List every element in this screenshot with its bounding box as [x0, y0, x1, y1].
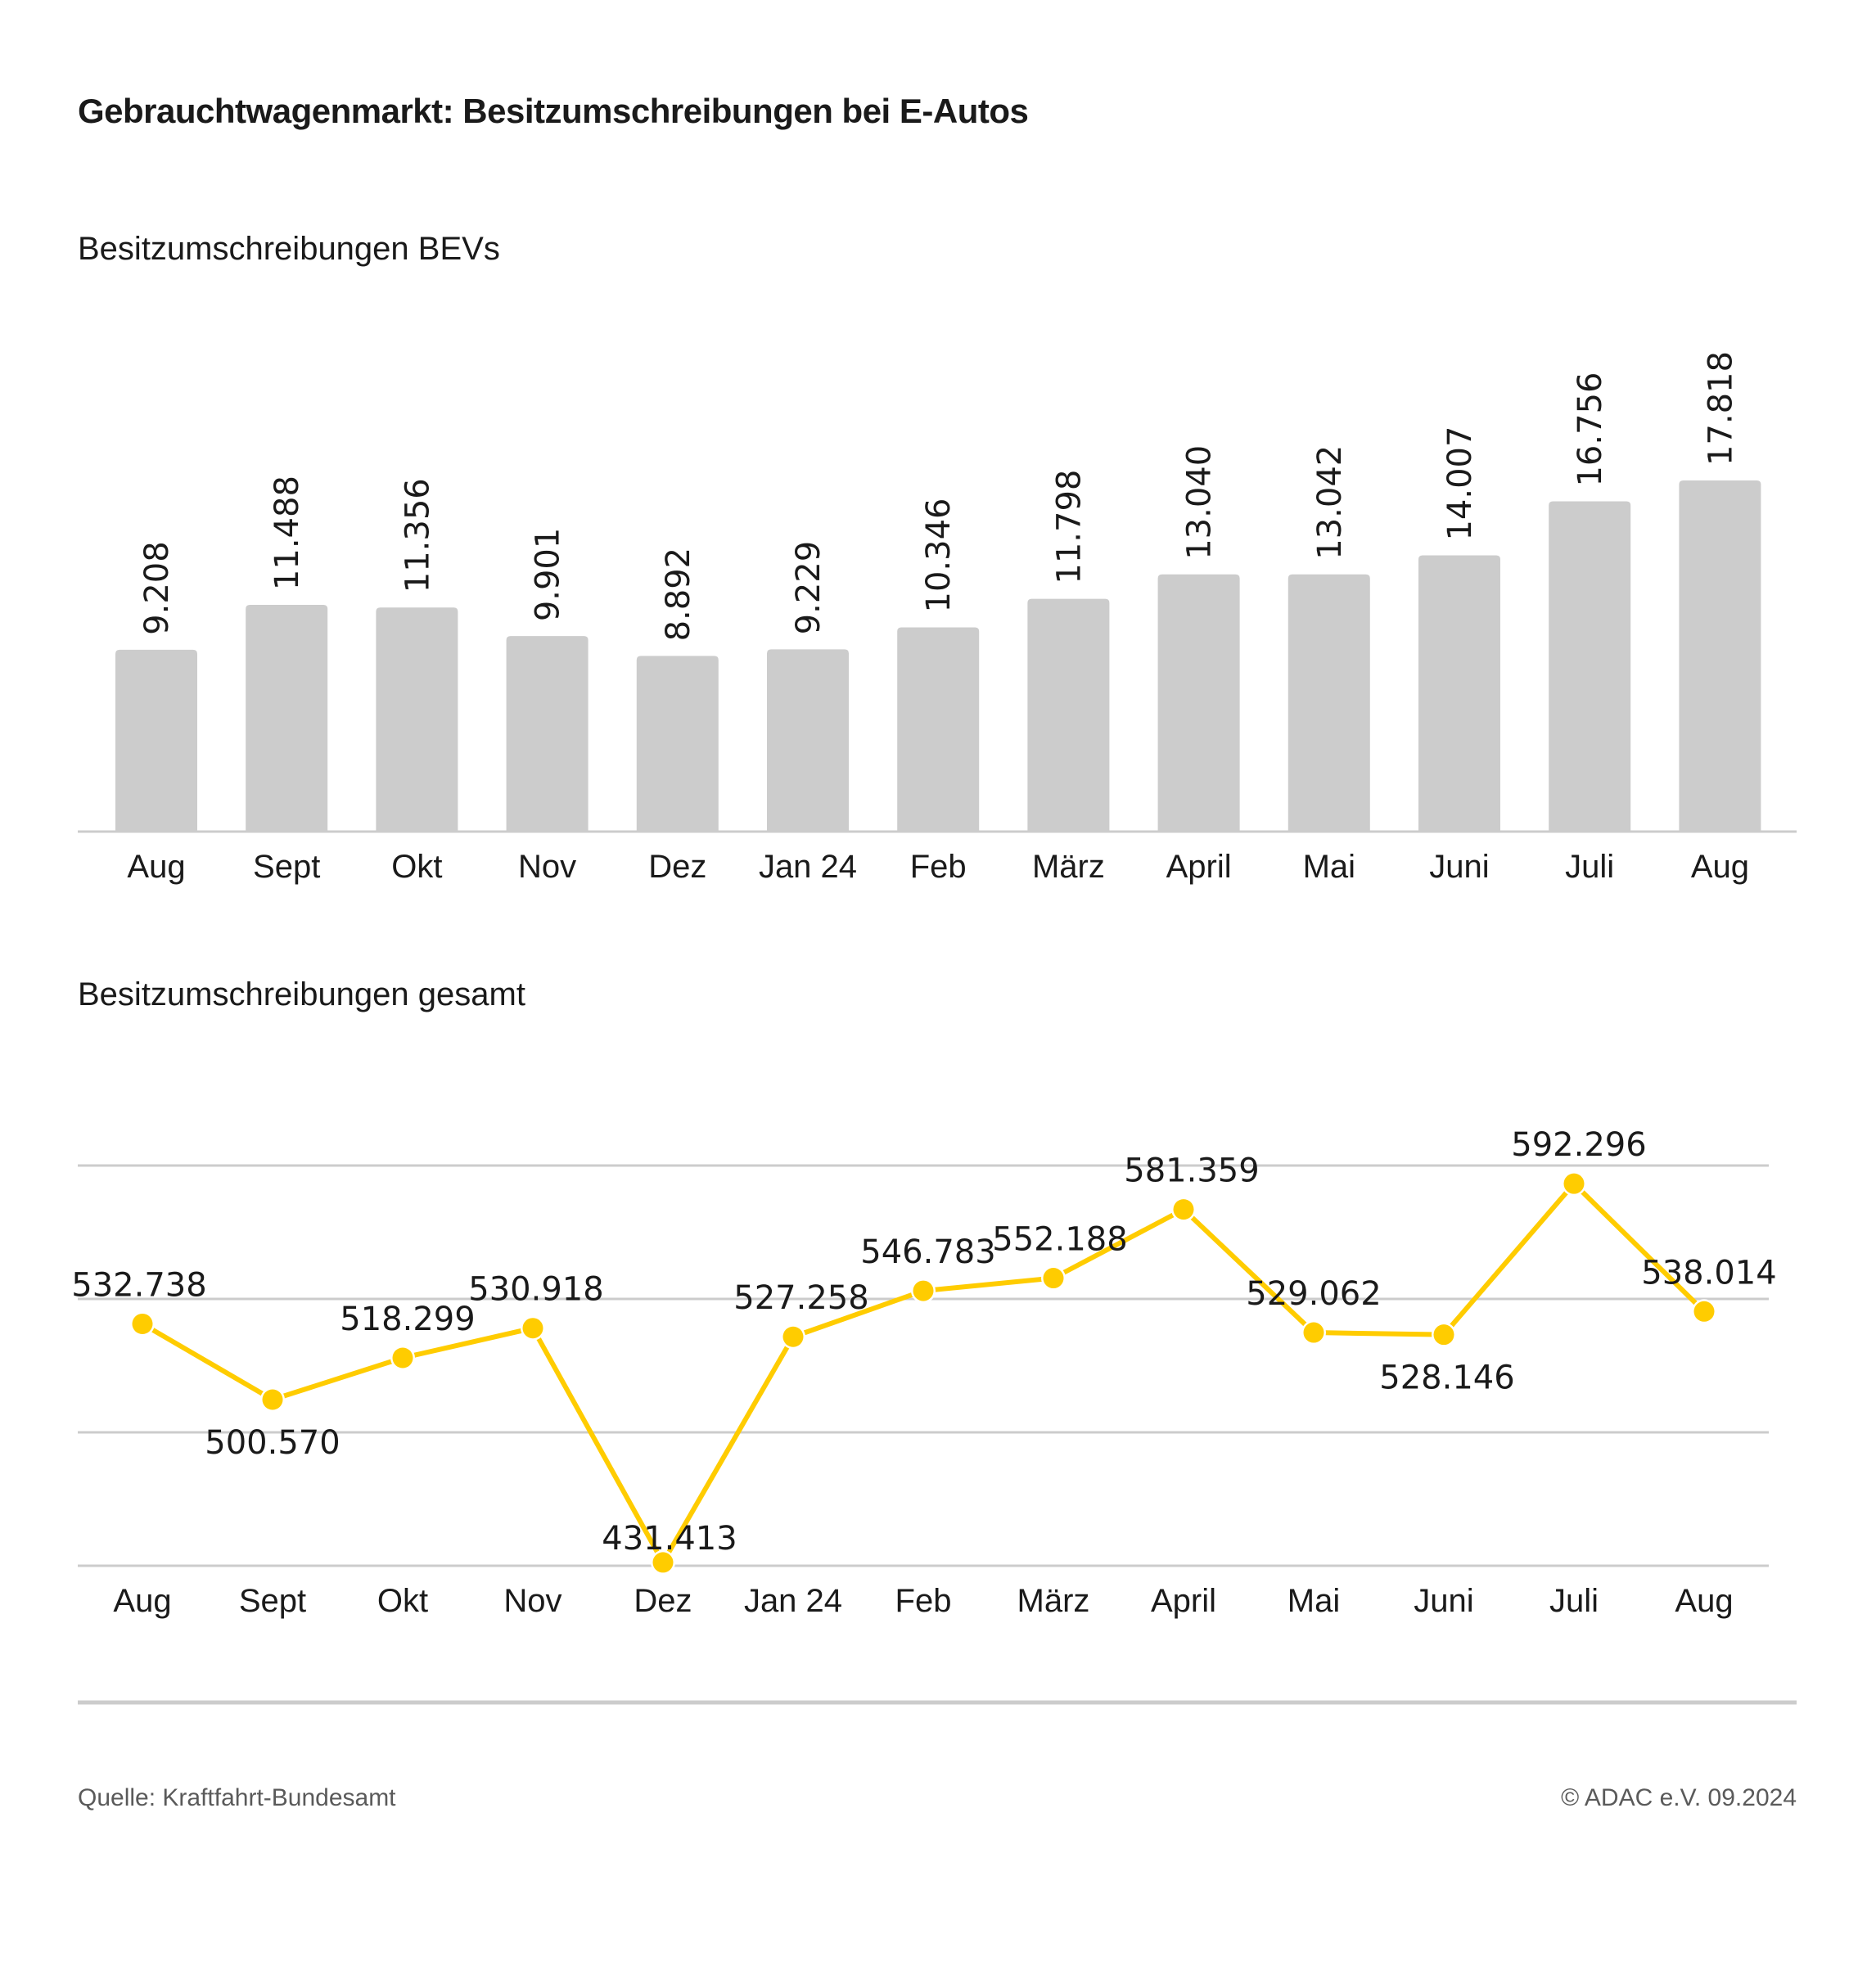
- line-x-tick-label: Aug: [113, 1583, 171, 1619]
- line-value-label: 581.359: [1124, 1152, 1259, 1190]
- line-segment: [530, 1327, 665, 1564]
- bar-x-tick-label: Juni: [1429, 849, 1489, 885]
- data-point: [1693, 1301, 1715, 1322]
- line-value-label: 552.188: [992, 1221, 1127, 1259]
- bar-x-tick-label: Juli: [1565, 849, 1614, 885]
- bar-value-label: 16.756: [1572, 372, 1609, 487]
- bev-bar-chart: 9.208 Aug 11.488 Sept 11.356 Okt 9.901 Nov 8.892…: [78, 351, 1797, 885]
- line-x-tick-label: Aug: [1675, 1583, 1733, 1619]
- line-value-label: 529.062: [1246, 1275, 1381, 1313]
- bar-value-label: 13.042: [1311, 445, 1349, 560]
- line-segment: [922, 1275, 1054, 1294]
- bar: [1418, 555, 1500, 831]
- bar-value-label: 13.040: [1181, 445, 1219, 560]
- line-x-tick-label: Juni: [1414, 1583, 1473, 1619]
- line-x-tick-label: Sept: [239, 1583, 306, 1619]
- data-point: [1173, 1199, 1194, 1220]
- line-segment: [141, 1321, 274, 1402]
- bar-x-tick-label: Aug: [1691, 849, 1749, 885]
- line-value-label: 528.146: [1379, 1360, 1514, 1397]
- line-value-label: 532.738: [71, 1266, 206, 1304]
- bar-x-tick-label: Sept: [253, 849, 320, 885]
- line-segment: [792, 1288, 924, 1340]
- data-point: [652, 1552, 674, 1573]
- line-segment: [661, 1335, 796, 1564]
- line-segment: [1313, 1330, 1445, 1337]
- bar-x-tick-label: April: [1166, 849, 1232, 885]
- line-x-tick-label: Feb: [895, 1583, 952, 1619]
- line-value-label: 518.299: [340, 1301, 475, 1338]
- line-x-tick-label: Jan 24: [744, 1583, 842, 1619]
- bar-value-label: 9.208: [138, 541, 176, 635]
- bar-x-tick-label: März: [1032, 849, 1105, 885]
- bar: [246, 605, 328, 831]
- line-value-label: 592.296: [1511, 1126, 1646, 1164]
- bar: [636, 656, 719, 831]
- bar-value-label: 10.346: [920, 498, 958, 613]
- bar-value-label: 9.229: [790, 541, 828, 635]
- line-value-label: 538.014: [1641, 1254, 1776, 1292]
- chart-main-title: Gebrauchtwagenmarkt: Besitzumschreibunge…: [78, 92, 1029, 130]
- bar: [1679, 480, 1761, 831]
- bar-value-label: 14.007: [1441, 426, 1479, 541]
- line-segment: [272, 1355, 404, 1402]
- data-point: [913, 1280, 934, 1301]
- bar-x-tick-label: Dez: [648, 849, 706, 885]
- bar-value-label: 17.818: [1702, 351, 1739, 466]
- bar-x-tick-label: Mai: [1303, 849, 1355, 885]
- bar: [1549, 501, 1631, 831]
- line-value-label: 527.258: [733, 1279, 868, 1317]
- bar: [1287, 574, 1370, 831]
- bar-value-label: 11.356: [399, 478, 436, 593]
- line-value-label: 546.783: [860, 1233, 995, 1271]
- line-x-tick-label: Mai: [1287, 1583, 1340, 1619]
- bev-chart-title: Besitzumschreibungen BEVs: [78, 231, 500, 267]
- data-point: [132, 1313, 153, 1334]
- line-segment: [1572, 1182, 1707, 1314]
- source-note: Quelle: Kraftfahrt-Bundesamt: [78, 1784, 396, 1811]
- line-value-label: 431.413: [602, 1520, 737, 1558]
- bar: [1157, 574, 1240, 831]
- total-chart-title: Besitzumschreibungen gesamt: [78, 976, 525, 1012]
- bar-x-tick-label: Feb: [910, 849, 967, 885]
- bar-value-label: 8.892: [660, 548, 697, 642]
- bar-x-tick-label: Nov: [518, 849, 576, 885]
- data-point: [1043, 1268, 1064, 1289]
- line-x-tick-label: Dez: [634, 1583, 692, 1619]
- data-point: [782, 1326, 804, 1347]
- bar: [897, 627, 980, 831]
- bar-x-tick-label: Okt: [391, 849, 442, 885]
- line-segment: [402, 1325, 534, 1360]
- data-point: [1433, 1324, 1454, 1346]
- bar: [115, 649, 197, 831]
- data-point: [392, 1347, 413, 1369]
- bar-value-label: 11.798: [1050, 470, 1088, 584]
- bar-value-label: 9.901: [530, 528, 567, 622]
- line-x-tick-label: April: [1151, 1583, 1216, 1619]
- line-segment: [1181, 1207, 1316, 1335]
- data-point: [1563, 1173, 1585, 1194]
- line-segment: [1052, 1206, 1185, 1281]
- bar-x-tick-label: Jan 24: [759, 849, 857, 885]
- bar: [376, 607, 458, 831]
- line-segment: [1441, 1182, 1576, 1337]
- line-x-tick-label: Juli: [1549, 1583, 1599, 1619]
- data-point: [262, 1389, 283, 1410]
- line-x-tick-label: März: [1017, 1583, 1090, 1619]
- data-point: [1303, 1322, 1324, 1343]
- data-point: [522, 1318, 543, 1339]
- bar-x-tick-label: Aug: [127, 849, 185, 885]
- bar: [767, 649, 849, 831]
- bar: [1027, 598, 1110, 831]
- copyright-note: © ADAC e.V. 09.2024: [1561, 1784, 1797, 1811]
- line-x-tick-label: Nov: [503, 1583, 561, 1619]
- bar-value-label: 11.488: [268, 476, 306, 590]
- line-x-tick-label: Okt: [377, 1583, 428, 1619]
- line-value-label: 500.570: [205, 1424, 340, 1462]
- bar: [506, 636, 589, 831]
- line-value-label: 530.918: [468, 1271, 603, 1309]
